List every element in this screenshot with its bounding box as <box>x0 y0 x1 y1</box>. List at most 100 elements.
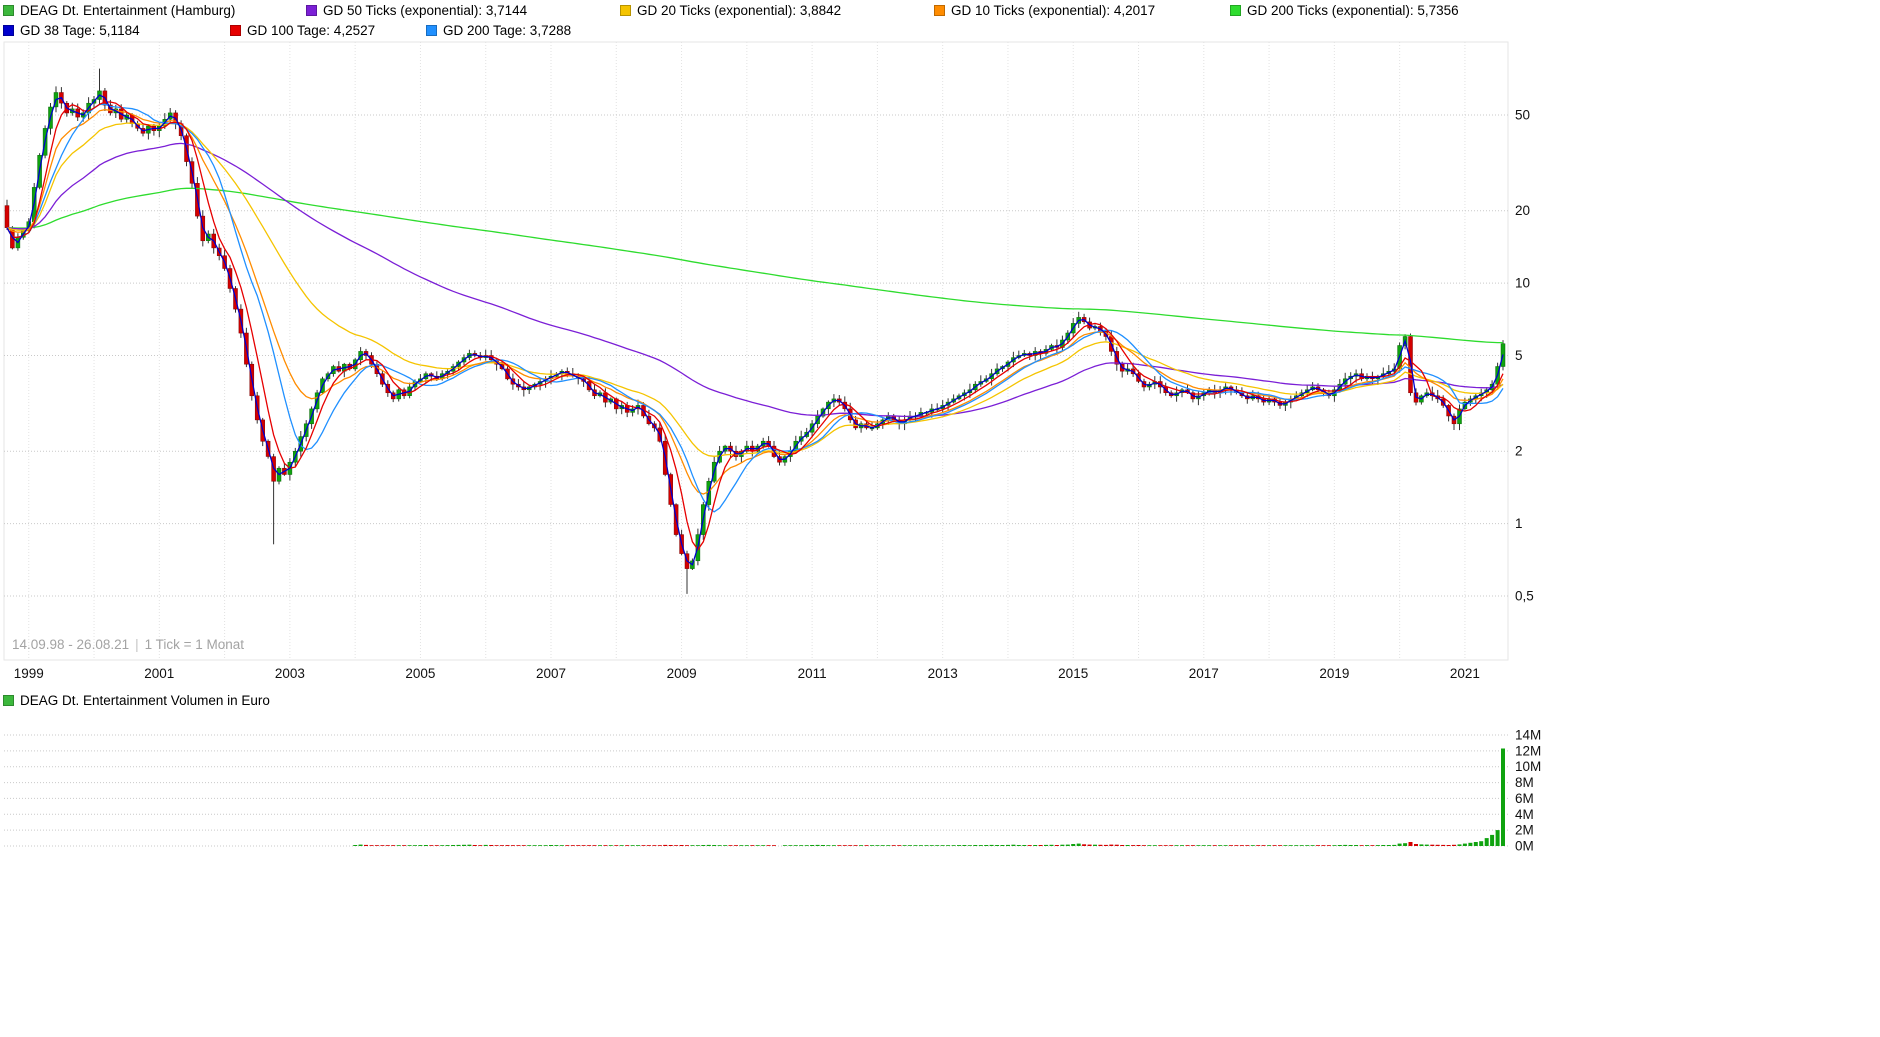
volume-bar <box>674 845 679 846</box>
volume-bar <box>766 845 771 846</box>
volume-bar <box>1392 844 1397 846</box>
volume-axis-label: 10M <box>1515 759 1541 774</box>
volume-bar <box>1501 748 1505 846</box>
volume-color-swatch <box>3 695 14 706</box>
volume-bar <box>750 845 755 846</box>
volume-bar <box>946 845 951 846</box>
volume-bar <box>527 845 532 846</box>
volume-axis-label: 14M <box>1515 728 1541 743</box>
volume-bar <box>1120 845 1125 846</box>
volume-bar <box>1016 845 1021 846</box>
volume-bar <box>1348 845 1353 846</box>
volume-bar <box>369 845 374 846</box>
legend-label-gd100-tage: GD 100 Tage: 4,2527 <box>247 23 376 38</box>
volume-bar <box>646 845 651 846</box>
volume-bar <box>1109 844 1114 846</box>
volume-bar <box>1207 845 1212 846</box>
main-legend-row-2: GD 38 Tage: 5,1184 GD 100 Tage: 4,2527 G… <box>3 23 571 38</box>
candle-down <box>4 205 10 228</box>
volume-bar <box>1414 844 1418 846</box>
volume-bar <box>1468 842 1473 846</box>
volume-bar <box>1223 845 1228 846</box>
volume-bar <box>734 845 738 846</box>
volume-bar <box>1103 844 1108 846</box>
volume-legend-label: DEAG Dt. Entertainment Volumen in Euro <box>20 693 270 708</box>
gd10-ticks-color-swatch <box>934 5 945 16</box>
volume-bar <box>902 845 907 846</box>
volume-bar <box>984 845 989 846</box>
volume-bar <box>1169 845 1174 846</box>
volume-bar <box>1239 845 1244 846</box>
volume-bar <box>1000 845 1005 846</box>
volume-bar <box>500 845 504 846</box>
volume-bar <box>652 845 657 846</box>
volume-bar <box>385 845 390 846</box>
volume-bar <box>1332 845 1337 846</box>
volume-bar <box>853 845 858 846</box>
volume-bar <box>1283 845 1288 846</box>
volume-bar <box>1125 845 1130 846</box>
note-separator: | <box>135 637 139 652</box>
volume-bar <box>782 845 787 846</box>
volume-bar <box>723 845 728 846</box>
volume-bar <box>1196 845 1201 846</box>
volume-bar <box>1158 845 1163 846</box>
year-axis-label: 2005 <box>405 666 435 681</box>
volume-bar <box>744 845 749 846</box>
gd20-ticks-color-swatch <box>620 5 631 16</box>
volume-bar <box>472 845 477 846</box>
volume-bar <box>549 845 553 846</box>
volume-bar <box>951 845 956 846</box>
year-axis-label: 2003 <box>275 666 305 681</box>
volume-bar <box>1419 844 1424 846</box>
main-legend-row-1: DEAG Dt. Entertainment (Hamburg) GD 50 T… <box>3 3 1459 18</box>
volume-bar <box>1305 845 1310 846</box>
volume-bar <box>695 845 700 846</box>
volume-bar <box>1229 845 1233 846</box>
volume-bar <box>837 845 842 846</box>
volume-bar <box>978 845 983 846</box>
instrument-color-swatch <box>3 5 14 16</box>
volume-bar <box>1201 845 1206 846</box>
gd200-ticks-color-swatch <box>1230 5 1241 16</box>
volume-bar <box>1006 844 1010 846</box>
volume-bar <box>1397 843 1402 846</box>
volume-bar <box>788 845 793 846</box>
price-axis-label: 2 <box>1515 444 1523 459</box>
volume-bar <box>929 845 934 846</box>
volume-bar <box>870 845 874 846</box>
year-axis-label: 2019 <box>1319 666 1349 681</box>
chart-period-note: 14.09.98 - 26.08.21 | 1 Tick = 1 Monat <box>12 637 244 652</box>
volume-bar <box>1245 845 1250 846</box>
volume-bar <box>815 844 820 846</box>
volume-bar <box>592 845 597 846</box>
volume-bar <box>1054 845 1059 846</box>
volume-bar <box>1212 845 1217 846</box>
volume-bar <box>1087 844 1092 846</box>
volume-bar <box>685 845 689 846</box>
volume-bar <box>967 845 972 846</box>
volume-bar <box>391 845 396 846</box>
volume-bar <box>918 845 923 846</box>
year-axis-label: 2001 <box>144 666 174 681</box>
volume-bar <box>1093 844 1097 846</box>
volume-bar <box>440 845 445 846</box>
volume-bar <box>576 845 581 846</box>
volume-bar <box>1065 844 1070 846</box>
volume-bar <box>603 845 608 846</box>
price-axis-label: 20 <box>1515 203 1530 218</box>
tick-interval-label: 1 Tick = 1 Monat <box>144 637 245 652</box>
year-axis-label: 2009 <box>667 666 697 681</box>
volume-bar <box>875 845 880 846</box>
volume-bar <box>1049 844 1054 846</box>
volume-bar <box>636 845 640 846</box>
volume-bar <box>451 845 456 846</box>
volume-bar <box>1131 845 1136 846</box>
volume-bar <box>799 845 804 846</box>
price-axis-label: 10 <box>1515 276 1530 291</box>
volume-bar <box>842 845 847 846</box>
volume-bar <box>374 845 379 846</box>
volume-bar <box>810 845 815 846</box>
volume-bar <box>380 845 385 846</box>
volume-bar <box>1038 845 1043 846</box>
